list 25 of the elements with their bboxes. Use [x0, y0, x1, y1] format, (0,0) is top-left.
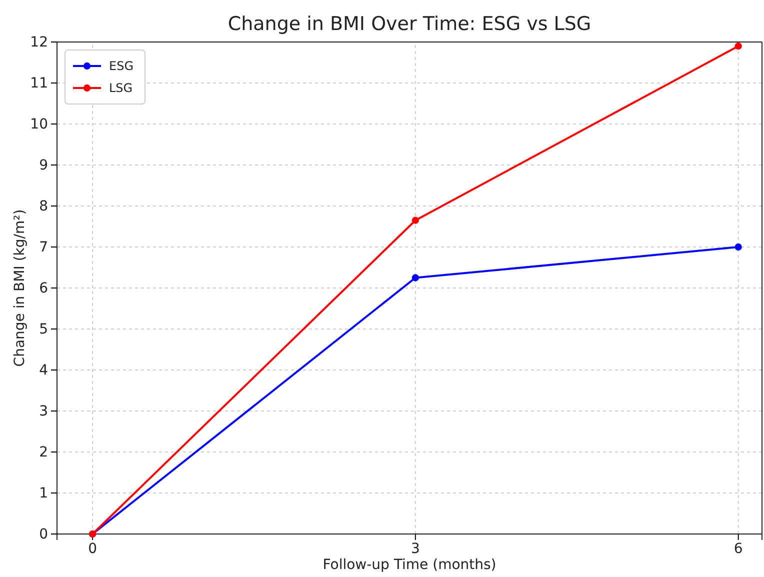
y-tick-label: 4: [39, 362, 48, 378]
y-tick-label: 6: [39, 280, 48, 296]
legend-label: LSG: [109, 81, 133, 95]
y-tick-label: 11: [30, 75, 48, 92]
chart-title: Change in BMI Over Time: ESG vs LSG: [228, 13, 592, 35]
y-tick-label: 1: [39, 485, 48, 502]
y-tick-label: 5: [39, 321, 48, 338]
y-tick-label: 7: [39, 239, 48, 256]
y-axis-title: Change in BMI (kg/m²): [12, 209, 28, 367]
y-tick-label: 8: [39, 198, 48, 214]
y-tick-label: 3: [39, 403, 48, 420]
legend-label: ESG: [109, 59, 134, 73]
x-axis-title: Follow-up Time (months): [322, 557, 496, 573]
x-tick-label: 6: [734, 540, 743, 557]
point: [734, 42, 742, 50]
point: [734, 243, 742, 251]
y-tick-label: 12: [30, 34, 48, 50]
x-tick-label: 3: [410, 540, 420, 557]
y-tick-label: 9: [39, 157, 48, 174]
x-tick-label: 0: [88, 540, 97, 557]
point: [412, 216, 419, 224]
point: [412, 274, 419, 282]
y-tick-label: 0: [39, 526, 48, 542]
y-tick-label: 2: [39, 444, 48, 460]
y-tick-label: 10: [30, 116, 48, 132]
